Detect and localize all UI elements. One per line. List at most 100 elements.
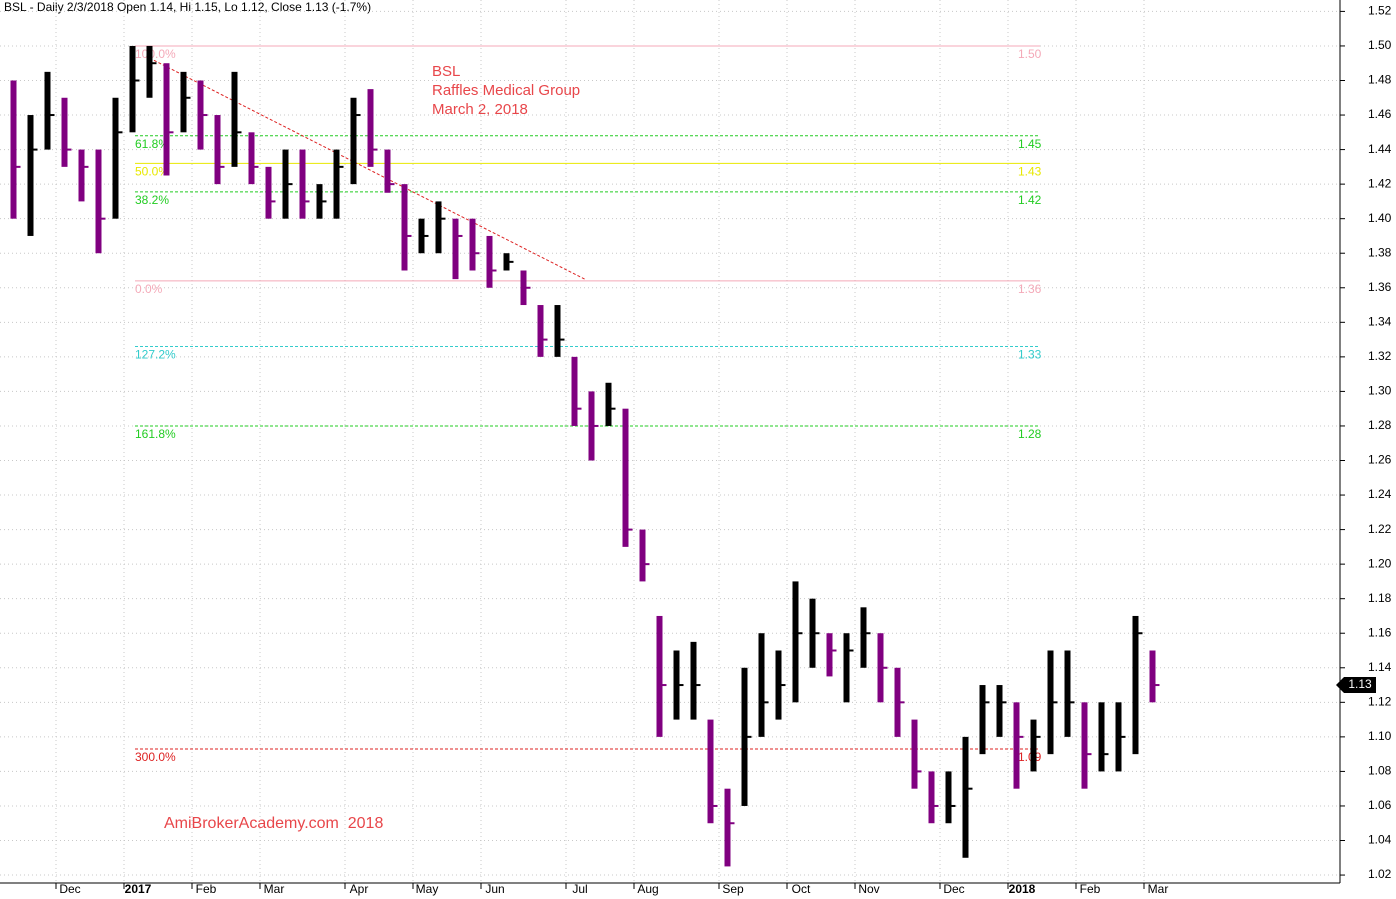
price-bar (299, 149, 306, 219)
price-bar (996, 685, 1003, 737)
price-bar (10, 80, 17, 219)
price-bar (826, 633, 833, 677)
x-tick-label: May (416, 882, 439, 896)
price-bar (265, 166, 272, 219)
y-tick-label: 1.40 (1368, 211, 1392, 225)
y-tick-label: 1.42 (1368, 176, 1392, 190)
y-tick-label: 1.08 (1368, 764, 1392, 778)
y-tick-label: 1.44 (1368, 142, 1392, 156)
y-tick-label: 1.30 (1368, 384, 1392, 398)
y-tick-label: 1.02 (1368, 867, 1392, 881)
price-bar (1013, 702, 1020, 789)
fib-price-label: 1.09 (1018, 750, 1042, 764)
fib-price-label: 1.42 (1018, 193, 1042, 207)
trendline (149, 57, 585, 280)
price-bar (163, 63, 170, 176)
price-bar (962, 736, 969, 858)
y-tick-label: 1.50 (1368, 38, 1392, 52)
x-tick-label: Sep (722, 882, 744, 896)
price-bar (622, 408, 629, 547)
fib-label: 300.0% (135, 750, 176, 764)
price-bar (350, 97, 357, 185)
x-tick-label: Aug (637, 882, 658, 896)
x-tick-label: Mar (1148, 882, 1169, 896)
y-tick-label: 1.12 (1368, 694, 1392, 708)
x-tick-label: Nov (858, 882, 879, 896)
price-bar (1030, 719, 1037, 772)
y-tick-label: 1.06 (1368, 798, 1392, 812)
price-bar (384, 149, 391, 193)
price-bar (231, 71, 238, 167)
x-tick-label: 2018 (1009, 882, 1036, 896)
fib-price-label: 1.28 (1018, 427, 1042, 441)
price-bar (95, 149, 102, 254)
price-bar (112, 97, 119, 219)
price-bar (61, 97, 68, 167)
price-bar (758, 633, 765, 737)
x-tick-label: 2017 (125, 882, 152, 896)
price-bar (690, 641, 697, 720)
fib-label: 50.0% (135, 165, 169, 179)
price-bar (1132, 615, 1139, 755)
price-bar (537, 305, 544, 357)
price-bar (78, 149, 85, 202)
fib-label: 0.0% (135, 282, 163, 296)
price-bar (1081, 702, 1088, 789)
fib-price-label: 1.43 (1018, 165, 1042, 179)
price-bar (945, 771, 952, 824)
x-tick-label: Feb (1080, 882, 1101, 896)
fib-label: 61.8% (135, 137, 169, 151)
x-tick-label: Oct (792, 882, 811, 896)
y-tick-label: 1.52 (1368, 4, 1392, 18)
y-tick-label: 1.38 (1368, 245, 1392, 259)
annotation: March 2, 2018 (432, 101, 528, 118)
y-tick-label: 1.34 (1368, 314, 1392, 328)
price-bar (435, 201, 442, 254)
x-tick-label: Dec (59, 882, 80, 896)
price-bar (707, 719, 714, 824)
y-tick-label: 1.46 (1368, 107, 1392, 121)
price-bar (333, 149, 340, 219)
annotation: BSL (432, 63, 460, 80)
price-bar (1064, 650, 1071, 737)
price-bar (911, 719, 918, 789)
y-tick-label: 1.24 (1368, 487, 1392, 501)
price-bar (452, 218, 459, 280)
x-tick-label: Apr (350, 882, 369, 896)
price-bar (639, 529, 646, 582)
x-tick-label: Jun (485, 882, 504, 896)
y-tick-label: 1.04 (1368, 833, 1392, 847)
x-tick-label: Feb (196, 882, 217, 896)
y-tick-label: 1.22 (1368, 522, 1392, 536)
price-bar (860, 607, 867, 668)
chart-title: BSL - Daily 2/3/2018 Open 1.14, Hi 1.15,… (4, 0, 371, 14)
y-tick-label: 1.36 (1368, 280, 1392, 294)
price-bar (656, 615, 663, 737)
last-price-box (1336, 677, 1376, 694)
price-bar (571, 356, 578, 426)
x-tick-label: Jul (572, 882, 587, 896)
fib-label: 161.8% (135, 427, 176, 441)
price-bar (27, 115, 34, 236)
fib-label: 38.2% (135, 193, 169, 207)
y-tick-label: 1.32 (1368, 349, 1392, 363)
price-bar (44, 71, 51, 150)
price-bar (401, 184, 408, 271)
price-bar (792, 581, 799, 703)
annotation: Raffles Medical Group (432, 82, 580, 99)
y-tick-label: 1.28 (1368, 418, 1392, 432)
price-bar (979, 685, 986, 755)
price-bar (605, 382, 612, 426)
price-bar (1098, 702, 1105, 772)
fib-price-label: 1.33 (1018, 348, 1042, 362)
x-tick-label: Dec (943, 882, 964, 896)
price-bar (1149, 650, 1156, 703)
fib-price-label: 1.45 (1018, 137, 1042, 151)
fib-price-label: 1.36 (1018, 282, 1042, 296)
price-bar (928, 771, 935, 824)
price-bar (248, 132, 255, 185)
y-tick-label: 1.18 (1368, 591, 1392, 605)
watermark: AmiBrokerAcademy.com 2018 (164, 815, 383, 832)
